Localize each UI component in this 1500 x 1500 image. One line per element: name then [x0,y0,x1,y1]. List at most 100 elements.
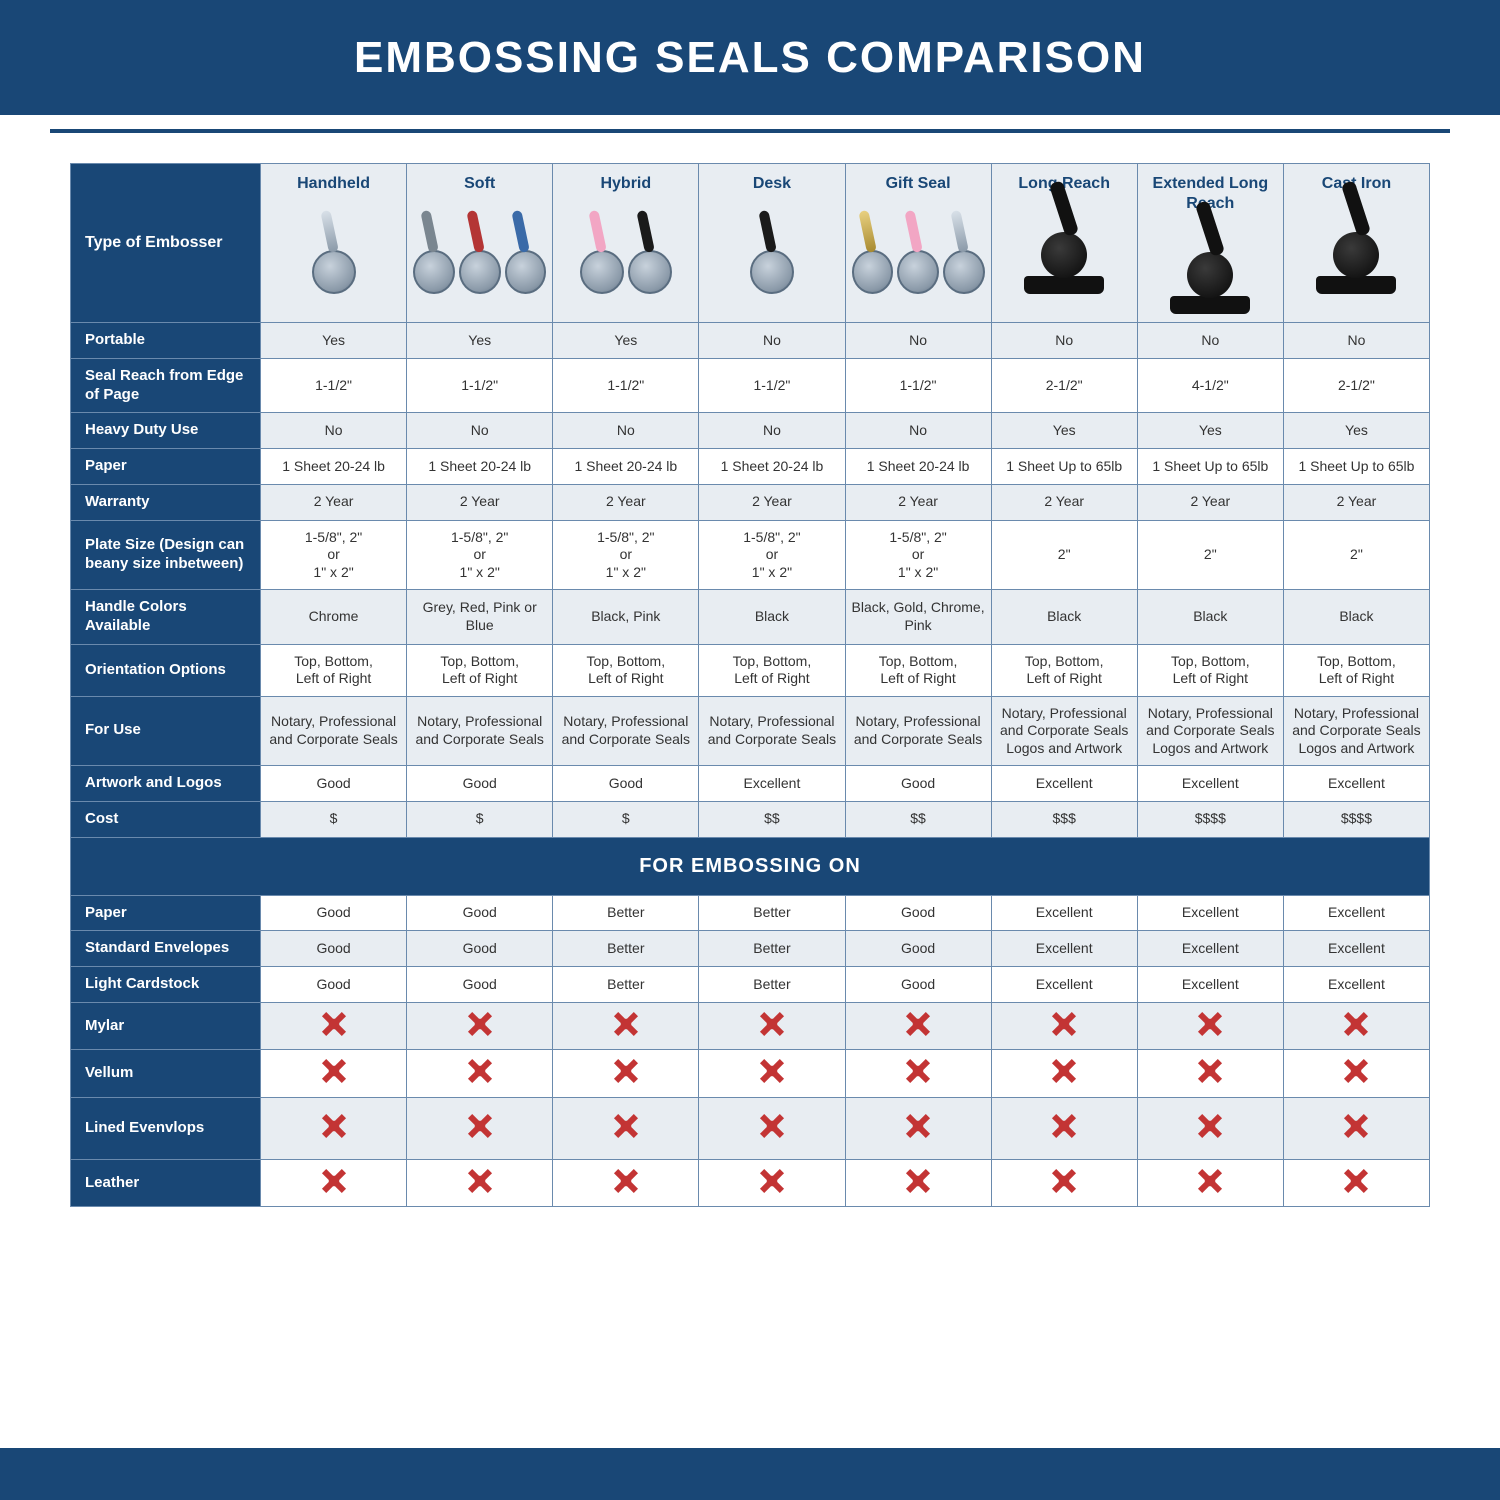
table-cell [261,1002,407,1050]
table-cell: Top, Bottom,Left of Right [407,644,553,696]
table-cell: Black [699,590,845,645]
x-icon [759,1058,785,1084]
row-label: Mylar [71,1002,261,1050]
table-cell [407,1159,553,1207]
table-cell: 1-5/8", 2"or1" x 2" [845,520,991,590]
table-cell: 1-1/2" [845,358,991,413]
table-cell: Notary, Professional and Corporate Seals [407,696,553,766]
row-label: Vellum [71,1050,261,1098]
table-cell [407,1050,553,1098]
table-cell: Excellent [1137,967,1283,1003]
table-cell: $$ [845,801,991,837]
table-cell: No [1283,323,1429,359]
table-cell: 2-1/2" [1283,358,1429,413]
table-cell: Black [1283,590,1429,645]
table-cell: $ [407,801,553,837]
table-cell: Notary, Professional and Corporate Seals [845,696,991,766]
column-header: Hybrid [553,164,699,323]
table-cell [845,1050,991,1098]
embosser-icon [1290,204,1423,294]
x-icon [321,1058,347,1084]
embosser-icon [705,204,838,294]
table-cell [407,1002,553,1050]
table-cell: No [991,323,1137,359]
table-cell: Excellent [1283,766,1429,802]
column-label: Soft [413,174,546,194]
table-cell: Excellent [991,895,1137,931]
table-cell: No [845,323,991,359]
table-cell: Excellent [699,766,845,802]
x-icon [759,1168,785,1194]
x-icon [613,1168,639,1194]
table-cell: Black [991,590,1137,645]
table-cell [845,1097,991,1159]
section-header: FOR EMBOSSING ON [71,837,1430,895]
table-cell: Notary, Professional and Corporate Seals… [1137,696,1283,766]
table-cell: Excellent [1137,766,1283,802]
column-header: Cast Iron [1283,164,1429,323]
table-cell: Yes [991,413,1137,449]
table-cell: Good [407,967,553,1003]
footer-bar [0,1448,1500,1500]
x-icon [613,1058,639,1084]
table-cell: Notary, Professional and Corporate Seals… [991,696,1137,766]
row-label: Portable [71,323,261,359]
page-title: EMBOSSING SEALS COMPARISON [354,33,1146,83]
table-cell: 1 Sheet 20-24 lb [845,449,991,485]
embosser-icon [998,204,1131,294]
table-cell [1137,1097,1283,1159]
x-icon [1197,1058,1223,1084]
table-cell: Notary, Professional and Corporate Seals [261,696,407,766]
table-cell: Good [261,931,407,967]
table-cell: Better [553,931,699,967]
table-cell: 1-5/8", 2"or1" x 2" [699,520,845,590]
table-cell [991,1159,1137,1207]
table-cell [991,1050,1137,1098]
x-icon [1343,1011,1369,1037]
table-cell: Chrome [261,590,407,645]
table-cell: 2 Year [1283,484,1429,520]
row-label: Artwork and Logos [71,766,261,802]
row-label: Warranty [71,484,261,520]
table-cell: Top, Bottom,Left of Right [845,644,991,696]
table-cell: Excellent [991,931,1137,967]
table-cell: Good [261,766,407,802]
table-cell: Notary, Professional and Corporate Seals [553,696,699,766]
corner-label: Type of Embosser [71,164,261,323]
table-cell: 1-1/2" [261,358,407,413]
table-cell: 2 Year [991,484,1137,520]
table-cell: 1-1/2" [407,358,553,413]
embosser-icon [852,204,985,294]
table-cell: 2 Year [407,484,553,520]
column-label: Handheld [267,174,400,194]
table-cell [553,1159,699,1207]
table-cell [1137,1050,1283,1098]
column-label: Desk [705,174,838,194]
table-cell: 2 Year [261,484,407,520]
x-icon [1197,1011,1223,1037]
table-cell: Top, Bottom,Left of Right [1283,644,1429,696]
title-bar: EMBOSSING SEALS COMPARISON [0,0,1500,115]
table-cell [699,1050,845,1098]
table-cell [1283,1050,1429,1098]
table-cell: Excellent [1283,931,1429,967]
table-cell: 2" [1283,520,1429,590]
x-icon [467,1168,493,1194]
table-cell: Excellent [1283,967,1429,1003]
column-header: Long Reach [991,164,1137,323]
x-icon [467,1113,493,1139]
row-label: Light Cardstock [71,967,261,1003]
x-icon [1197,1168,1223,1194]
table-cell: Yes [1137,413,1283,449]
row-label: For Use [71,696,261,766]
table-cell: Excellent [1137,931,1283,967]
x-icon [467,1011,493,1037]
x-icon [905,1011,931,1037]
table-cell: No [261,413,407,449]
table-cell: Good [407,766,553,802]
table-cell: 1-5/8", 2"or1" x 2" [407,520,553,590]
x-icon [759,1113,785,1139]
table-cell: $$$ [991,801,1137,837]
table-cell [407,1097,553,1159]
table-cell: Good [407,895,553,931]
